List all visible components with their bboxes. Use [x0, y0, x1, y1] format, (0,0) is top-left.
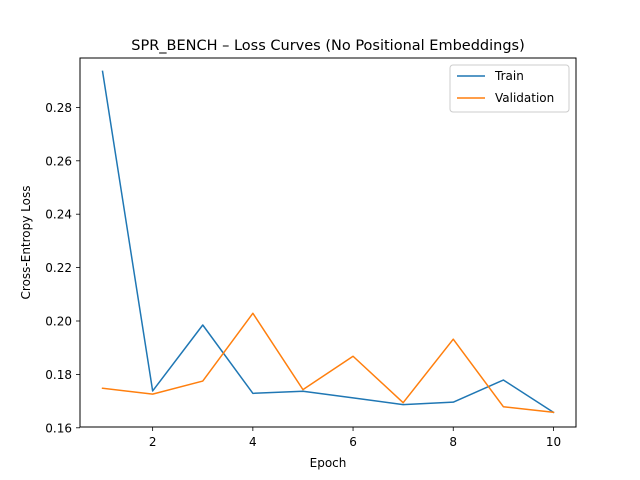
legend-label-train: Train	[494, 69, 524, 83]
chart-title: SPR_BENCH – Loss Curves (No Positional E…	[131, 38, 525, 54]
x-tick-label: 6	[349, 435, 357, 449]
y-tick-label: 0.22	[45, 261, 72, 275]
legend-label-validation: Validation	[495, 91, 554, 105]
legend: Train Validation	[449, 64, 570, 113]
y-tick-label: 0.26	[45, 154, 72, 168]
x-tick-label: 4	[249, 435, 257, 449]
x-tick-label: 2	[149, 435, 157, 449]
y-tick-label: 0.24	[45, 208, 72, 222]
y-tick-label: 0.20	[45, 314, 72, 328]
x-axis: 2 4 6 8 10	[149, 427, 561, 449]
x-tick-label: 8	[449, 435, 457, 449]
series-line-validation	[101, 312, 555, 414]
plot-frame	[79, 57, 577, 428]
y-tick-label: 0.18	[45, 368, 72, 382]
y-axis-label: Cross-Entropy Loss	[19, 186, 33, 300]
plot-lines	[101, 70, 555, 414]
y-axis: 0.16 0.18 0.20 0.22 0.24 0.26 0.28	[45, 101, 80, 435]
x-axis-label: Epoch	[310, 456, 347, 470]
x-tick-label: 10	[546, 435, 561, 449]
y-tick-label: 0.28	[45, 101, 72, 115]
series-line-train	[101, 70, 555, 414]
y-tick-label: 0.16	[45, 421, 72, 435]
